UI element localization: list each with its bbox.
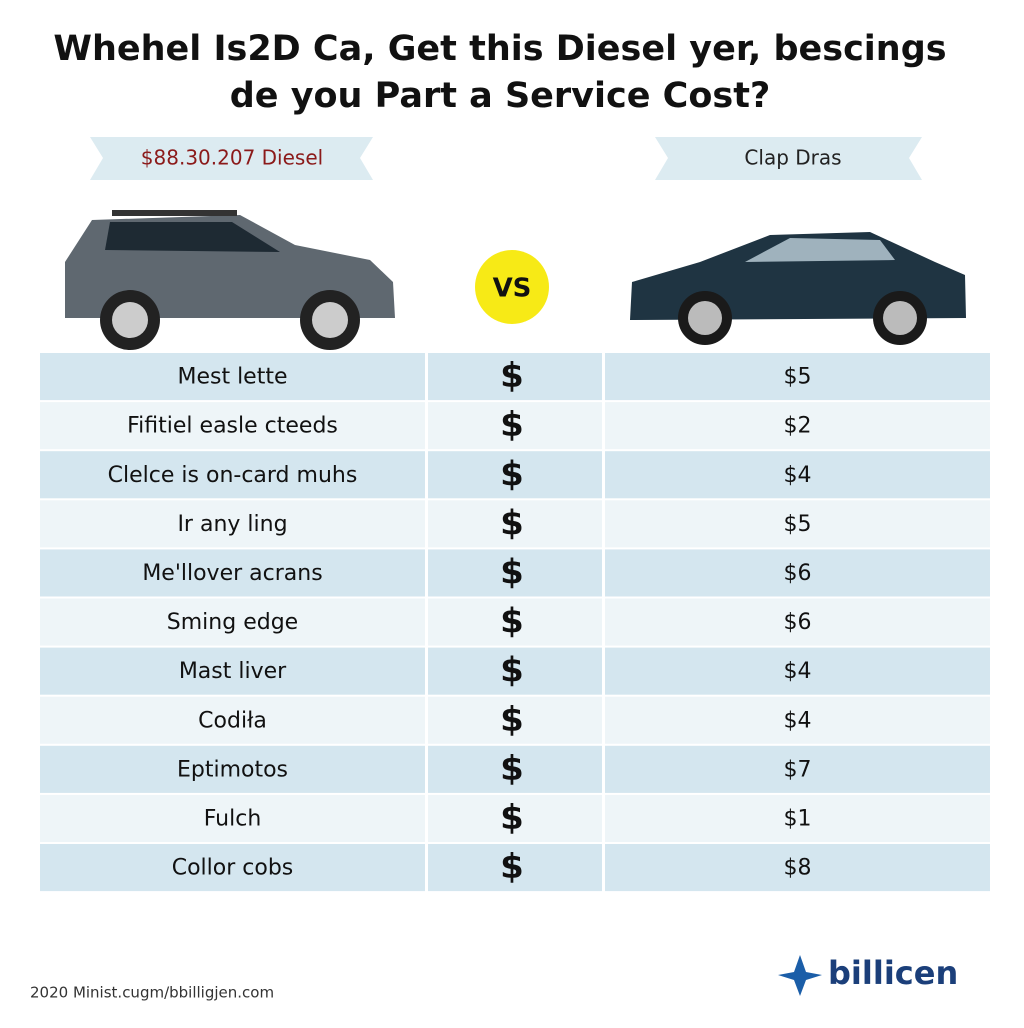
table-cell bbox=[428, 451, 602, 499]
table-cell bbox=[40, 353, 425, 401]
table-cell bbox=[605, 598, 990, 646]
table-cell bbox=[428, 696, 602, 744]
table-cell bbox=[605, 844, 990, 892]
table-cell bbox=[40, 500, 425, 548]
dollar-icon: $ bbox=[500, 454, 524, 494]
row-value: $4 bbox=[784, 463, 812, 488]
row-value: $8 bbox=[784, 856, 812, 881]
table-cell bbox=[428, 500, 602, 548]
table-cell bbox=[40, 647, 425, 695]
table-cell bbox=[428, 647, 602, 695]
title-line: de you Part a Service Cost? bbox=[230, 76, 771, 116]
table-cell bbox=[40, 549, 425, 597]
dollar-icon: $ bbox=[500, 700, 524, 740]
dollar-icon: $ bbox=[500, 798, 524, 838]
left-label: $88.30.207 Diesel bbox=[141, 146, 323, 170]
table-cell bbox=[605, 794, 990, 842]
dollar-icon: $ bbox=[500, 552, 524, 592]
table-cell bbox=[605, 451, 990, 499]
row-value: $2 bbox=[784, 414, 812, 439]
row-label: Collor cobs bbox=[172, 856, 294, 881]
dollar-icon: $ bbox=[500, 405, 524, 445]
row-value: $5 bbox=[784, 512, 812, 537]
row-label: Codiła bbox=[198, 708, 267, 733]
dollar-icon: $ bbox=[500, 503, 524, 543]
suv-image bbox=[65, 210, 395, 350]
row-label: Eptimotos bbox=[177, 757, 288, 782]
right-label: Clap Dras bbox=[744, 146, 841, 170]
table-cell bbox=[428, 402, 602, 450]
table-cell bbox=[428, 353, 602, 401]
table-cell bbox=[605, 745, 990, 793]
table-cell bbox=[40, 745, 425, 793]
dollar-icon: $ bbox=[500, 847, 524, 887]
row-label: Ir any ling bbox=[177, 512, 287, 537]
row-label: Sming edge bbox=[167, 610, 298, 635]
row-value: $6 bbox=[784, 610, 812, 635]
title-line: Whehel Is2D Ca, Get this Diesel yer, bes… bbox=[53, 29, 946, 69]
dollar-icon: $ bbox=[500, 356, 524, 396]
table-cell bbox=[428, 794, 602, 842]
left-banner bbox=[90, 137, 373, 180]
right-banner bbox=[655, 137, 922, 180]
table-cell bbox=[428, 745, 602, 793]
table-cell bbox=[605, 549, 990, 597]
vs-text: VS bbox=[493, 274, 532, 304]
logo-icon bbox=[778, 955, 822, 996]
footer: 2020 Minist.cugm/bbilligjen.com bbox=[30, 984, 274, 1002]
table-cell bbox=[605, 696, 990, 744]
dollar-icon: $ bbox=[500, 602, 524, 642]
row-label: Mest lette bbox=[177, 365, 287, 390]
table-cell bbox=[40, 844, 425, 892]
table-cell bbox=[40, 696, 425, 744]
dollar-icon: $ bbox=[500, 749, 524, 789]
logo-text: billicen bbox=[828, 954, 958, 992]
table-cell bbox=[40, 451, 425, 499]
row-value: $7 bbox=[784, 757, 812, 782]
table-cell bbox=[428, 598, 602, 646]
table-cell bbox=[605, 500, 990, 548]
row-label: Mast liver bbox=[179, 659, 287, 684]
table-cell bbox=[40, 402, 425, 450]
row-value: $6 bbox=[784, 561, 812, 586]
table-cell bbox=[605, 402, 990, 450]
row-label: Fifitiel easle cteeds bbox=[127, 414, 338, 439]
sedan-image bbox=[630, 232, 966, 345]
row-value: $4 bbox=[784, 659, 812, 684]
table-cell bbox=[428, 549, 602, 597]
row-value: $5 bbox=[784, 365, 812, 390]
row-label: Clelce is on-card muhs bbox=[108, 463, 358, 488]
table-cell bbox=[40, 598, 425, 646]
row-value: $1 bbox=[784, 806, 812, 831]
table-cell bbox=[40, 794, 425, 842]
table-cell bbox=[428, 844, 602, 892]
row-label: Fulch bbox=[204, 806, 262, 831]
table-cell bbox=[605, 353, 990, 401]
row-label: Me'llover acrans bbox=[142, 561, 322, 586]
vs-badge bbox=[475, 250, 549, 324]
row-value: $4 bbox=[784, 708, 812, 733]
table-cell bbox=[605, 647, 990, 695]
dollar-icon: $ bbox=[500, 651, 524, 691]
